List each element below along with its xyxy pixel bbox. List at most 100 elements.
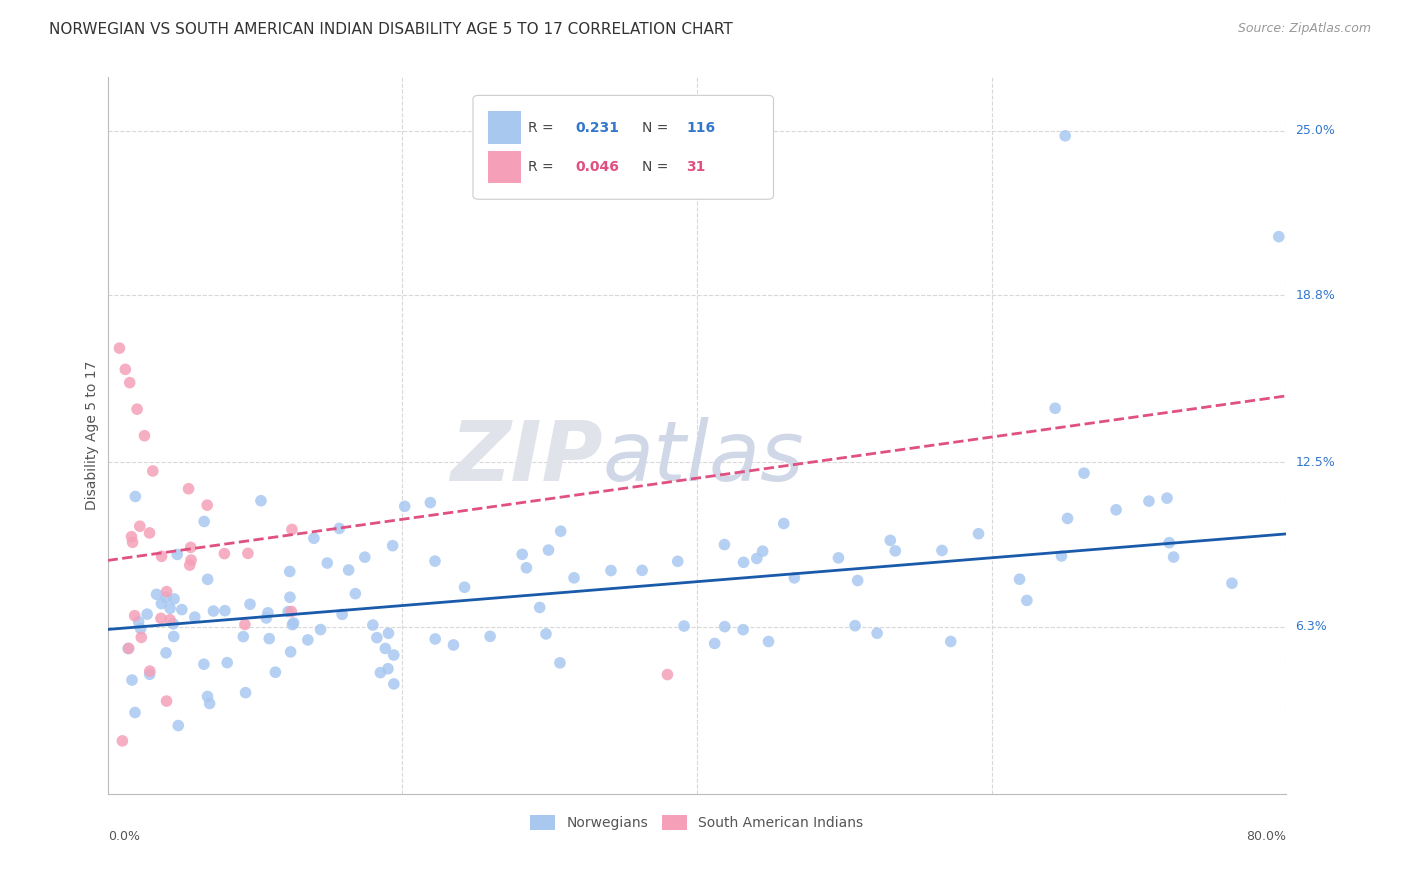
Point [1073,466,1095,480]
Point [236,546,259,560]
Bar [488,112,522,144]
Point [374,641,396,656]
Point [278,565,301,579]
Text: 31: 31 [686,160,706,174]
Point [202,604,225,618]
Point [134,428,156,442]
Point [139,664,162,678]
Point [138,525,160,540]
Point [510,547,533,561]
Text: 116: 116 [686,120,716,135]
Point [232,630,254,644]
Point [280,645,302,659]
Point [128,615,150,629]
Point [117,641,139,656]
Point [163,630,186,644]
Point [534,627,557,641]
Point [846,574,869,588]
Point [193,657,215,672]
Point [136,607,159,622]
Point [562,571,585,585]
Point [1008,572,1031,586]
Text: ZIP: ZIP [450,417,603,498]
Point [600,564,623,578]
Text: 25.0%: 25.0% [1295,124,1336,137]
Point [713,538,735,552]
Point [745,551,768,566]
Point [337,563,360,577]
Point [713,619,735,633]
Point [128,519,150,533]
Point [758,634,780,648]
Point [931,543,953,558]
Text: N =: N = [641,160,672,174]
Point [198,697,221,711]
Bar [488,151,522,183]
Point [733,555,755,569]
Point [166,548,188,562]
Point [425,632,447,646]
Point [548,656,571,670]
Point [124,706,146,720]
Point [443,638,465,652]
Point [257,606,280,620]
Text: 80.0%: 80.0% [1246,830,1286,843]
Point [1220,576,1243,591]
Point [129,622,152,636]
Point [382,677,405,691]
Point [159,601,181,615]
Point [309,623,332,637]
Point [184,610,207,624]
Point [217,656,239,670]
Point [1163,550,1185,565]
Point [1156,491,1178,505]
Point [844,618,866,632]
Point [235,686,257,700]
Point [121,530,143,544]
Point [278,591,301,605]
Text: atlas: atlas [603,417,804,498]
Point [121,673,143,687]
Point [197,572,219,586]
Point [377,626,399,640]
Point [127,402,149,417]
Point [772,516,794,531]
Point [733,623,755,637]
Point [250,493,273,508]
Point [179,558,201,573]
Point [423,554,446,568]
Text: R =: R = [529,160,558,174]
Text: N =: N = [641,120,672,135]
Point [529,600,551,615]
Point [382,648,405,662]
Point [1268,229,1291,244]
Point [453,580,475,594]
Point [1015,593,1038,607]
Point [239,597,262,611]
Point [233,617,256,632]
Point [370,665,392,680]
Point [138,667,160,681]
Point [167,718,190,732]
Point [703,636,725,650]
Point [1056,511,1078,525]
Point [537,543,560,558]
Point [111,734,134,748]
Point [214,604,236,618]
Point [214,547,236,561]
Y-axis label: Disability Age 5 to 17: Disability Age 5 to 17 [86,361,100,510]
Point [377,662,399,676]
Legend: Norwegians, South American Indians: Norwegians, South American Indians [523,808,870,838]
Point [162,616,184,631]
Point [657,667,679,681]
Point [114,362,136,376]
Point [283,615,305,630]
Point [1050,549,1073,563]
Point [550,524,572,539]
Point [180,553,202,567]
Point [879,533,901,548]
Point [280,605,302,619]
FancyBboxPatch shape [472,95,773,199]
Point [257,632,280,646]
Point [666,554,689,568]
